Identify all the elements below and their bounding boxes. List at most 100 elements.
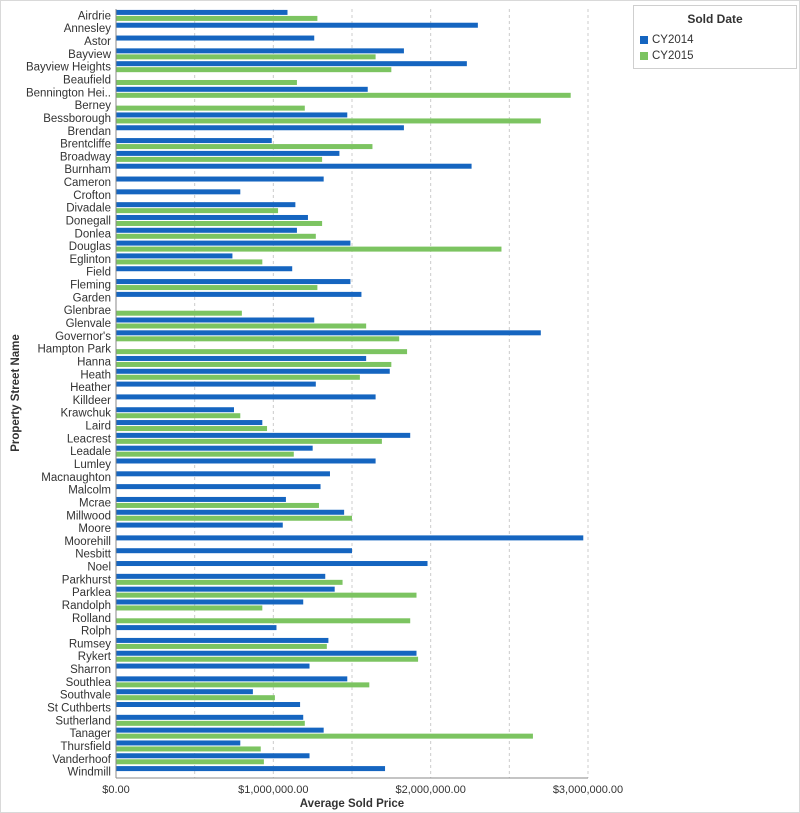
bar-cy2014-noel[interactable]	[116, 561, 428, 567]
bar-cy2014-airdrie[interactable]	[116, 9, 288, 15]
bar-cy2015-rolland[interactable]	[116, 618, 411, 624]
category-label: Hampton Park	[37, 344, 111, 356]
bar-cy2015-divadale[interactable]	[116, 208, 279, 214]
bar-cy2015-heath[interactable]	[116, 374, 360, 380]
bar-cy2014-fleming[interactable]	[116, 279, 351, 285]
bar-cy2014-bayview[interactable]	[116, 48, 404, 54]
bar-cy2015-bennington-hei-[interactable]	[116, 92, 571, 98]
bar-cy2015-brentcliffe[interactable]	[116, 144, 373, 150]
bar-cy2015-southlea[interactable]	[116, 682, 370, 688]
bar-cy2014-annesley[interactable]	[116, 22, 478, 28]
bar-cy2014-bessborough[interactable]	[116, 112, 348, 118]
bar-cy2014-killdeer[interactable]	[116, 394, 376, 400]
category-label: Crofton	[73, 190, 111, 202]
bar-cy2014-heather[interactable]	[116, 381, 316, 387]
bar-cy2014-southvale[interactable]	[116, 689, 253, 695]
bar-cy2014-lumley[interactable]	[116, 458, 376, 464]
bar-cy2014-windmill[interactable]	[116, 766, 386, 772]
bar-cy2014-vanderhoof[interactable]	[116, 753, 310, 759]
bar-cy2015-bayview[interactable]	[116, 54, 376, 60]
bar-cy2014-millwood[interactable]	[116, 509, 345, 515]
bar-cy2014-sutherland[interactable]	[116, 714, 304, 720]
bar-cy2015-southvale[interactable]	[116, 695, 275, 701]
legend-item-cy2014[interactable]: CY2014	[640, 34, 694, 46]
bar-cy2014-parkhurst[interactable]	[116, 573, 326, 579]
bar-cy2014-macnaughton[interactable]	[116, 471, 330, 477]
bar-cy2015-berney[interactable]	[116, 105, 305, 111]
bar-cy2015-hampton-park[interactable]	[116, 349, 408, 355]
bar-cy2015-bessborough[interactable]	[116, 118, 541, 124]
bar-cy2015-leadale[interactable]	[116, 451, 294, 457]
bar-cy2015-hanna[interactable]	[116, 361, 392, 367]
bar-cy2014-douglas[interactable]	[116, 240, 351, 246]
bar-cy2014-mcrae[interactable]	[116, 496, 286, 502]
bar-cy2015-rumsey[interactable]	[116, 643, 327, 649]
bar-cy2014-rolph[interactable]	[116, 625, 277, 631]
bar-cy2015-tanager[interactable]	[116, 733, 533, 739]
bar-cy2014-governor-s[interactable]	[116, 330, 541, 336]
category-label: Beaufield	[63, 74, 111, 86]
bar-cy2015-beaufield[interactable]	[116, 79, 297, 85]
bar-cy2014-donegall[interactable]	[116, 214, 308, 220]
bar-cy2014-bayview-heights[interactable]	[116, 61, 467, 67]
bar-cy2015-vanderhoof[interactable]	[116, 759, 264, 765]
bar-cy2015-leacrest[interactable]	[116, 438, 382, 444]
bar-cy2014-rumsey[interactable]	[116, 637, 329, 643]
bar-cy2014-moore[interactable]	[116, 522, 283, 528]
legend-item-cy2015[interactable]: CY2015	[640, 50, 694, 62]
bar-cy2014-laird[interactable]	[116, 420, 263, 426]
bar-cy2015-bayview-heights[interactable]	[116, 67, 392, 73]
bar-cy2014-leadale[interactable]	[116, 445, 313, 451]
bar-cy2015-airdrie[interactable]	[116, 15, 318, 21]
bar-cy2015-fleming[interactable]	[116, 285, 318, 291]
bar-cy2015-eglinton[interactable]	[116, 259, 263, 265]
bar-cy2014-cameron[interactable]	[116, 176, 324, 182]
bar-cy2014-randolph[interactable]	[116, 599, 304, 605]
bar-cy2014-garden[interactable]	[116, 291, 362, 297]
bar-cy2014-bennington-hei-[interactable]	[116, 86, 368, 92]
bar-cy2015-parkhurst[interactable]	[116, 579, 343, 585]
bar-cy2014-krawchuk[interactable]	[116, 407, 234, 413]
bar-cy2015-broadway[interactable]	[116, 156, 323, 162]
bar-cy2014-hanna[interactable]	[116, 355, 367, 361]
bar-cy2014-sharron[interactable]	[116, 663, 310, 669]
bar-cy2014-donlea[interactable]	[116, 227, 297, 233]
bar-cy2014-tanager[interactable]	[116, 727, 324, 733]
bar-cy2014-eglinton[interactable]	[116, 253, 233, 259]
category-label: Astor	[84, 36, 111, 48]
bar-cy2014-leacrest[interactable]	[116, 432, 411, 438]
bar-cy2014-brentcliffe[interactable]	[116, 138, 272, 144]
bar-cy2015-mcrae[interactable]	[116, 502, 319, 508]
bar-cy2015-glenbrae[interactable]	[116, 310, 242, 316]
bar-cy2014-astor[interactable]	[116, 35, 315, 41]
bar-cy2014-heath[interactable]	[116, 368, 390, 374]
bar-cy2014-brendan[interactable]	[116, 125, 404, 131]
bar-cy2014-burnham[interactable]	[116, 163, 472, 169]
bar-cy2014-glenvale[interactable]	[116, 317, 315, 323]
bar-cy2015-millwood[interactable]	[116, 515, 352, 521]
bar-cy2014-st-cuthberts[interactable]	[116, 702, 301, 708]
bar-cy2014-parklea[interactable]	[116, 586, 335, 592]
bar-cy2015-governor-s[interactable]	[116, 336, 400, 342]
bar-cy2015-krawchuk[interactable]	[116, 413, 241, 419]
bar-cy2015-donegall[interactable]	[116, 220, 323, 226]
bar-cy2015-glenvale[interactable]	[116, 323, 367, 329]
bar-cy2014-broadway[interactable]	[116, 150, 340, 156]
bar-cy2015-laird[interactable]	[116, 426, 268, 432]
bar-cy2015-randolph[interactable]	[116, 605, 263, 611]
bar-cy2015-donlea[interactable]	[116, 233, 316, 239]
bar-cy2014-southlea[interactable]	[116, 676, 348, 682]
bar-cy2014-divadale[interactable]	[116, 202, 296, 208]
bar-cy2015-rykert[interactable]	[116, 656, 419, 662]
bar-cy2015-douglas[interactable]	[116, 246, 502, 252]
bar-cy2014-nesbitt[interactable]	[116, 548, 352, 554]
bar-cy2015-parklea[interactable]	[116, 592, 417, 598]
bar-cy2014-malcolm[interactable]	[116, 484, 321, 490]
bar-cy2015-thursfield[interactable]	[116, 746, 261, 752]
bar-cy2014-rykert[interactable]	[116, 650, 417, 656]
bar-cy2014-crofton[interactable]	[116, 189, 241, 195]
bar-cy2015-sutherland[interactable]	[116, 720, 305, 726]
bar-cy2014-thursfield[interactable]	[116, 740, 241, 746]
bar-cy2014-moorehill[interactable]	[116, 535, 584, 541]
bar-cy2014-field[interactable]	[116, 266, 293, 272]
